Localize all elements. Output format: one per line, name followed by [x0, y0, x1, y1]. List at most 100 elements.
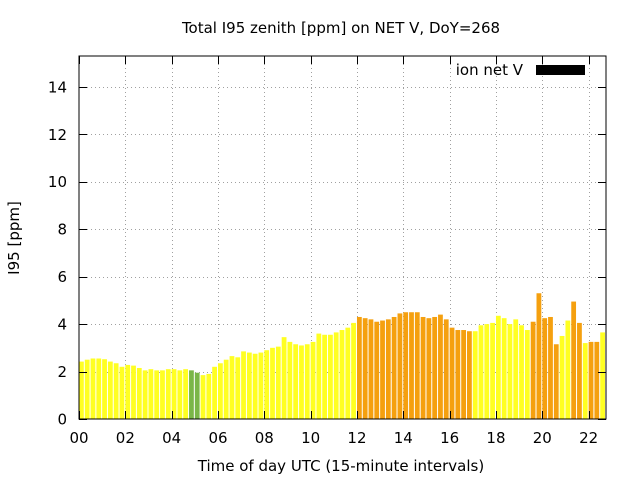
bar: [385, 319, 391, 419]
bar: [252, 353, 258, 419]
bar: [571, 301, 577, 419]
bar: [270, 347, 275, 419]
bar: [438, 314, 443, 419]
bar: [565, 320, 571, 419]
bar: [356, 316, 362, 419]
bar: [530, 321, 536, 419]
bar: [542, 318, 548, 419]
bar: [136, 367, 142, 419]
bar: [368, 319, 374, 419]
bar: [455, 330, 461, 419]
bar: [478, 325, 484, 419]
bar: [194, 372, 200, 419]
bar: [310, 341, 316, 419]
x-tick-label: 16: [440, 429, 459, 447]
bar: [160, 370, 165, 419]
bar: [391, 316, 397, 419]
bar: [548, 316, 553, 419]
grid-lines: [79, 56, 606, 419]
bar: [223, 359, 229, 419]
bar: [217, 363, 223, 419]
chart-title: Total I95 zenith [ppm] on NET V, DoY=268: [181, 19, 500, 37]
y-tick-label: 10: [48, 173, 67, 191]
bar: [397, 313, 403, 419]
bar: [171, 369, 177, 419]
bar: [189, 370, 194, 419]
bar: [264, 350, 270, 419]
bar: [333, 332, 339, 419]
bar: [212, 366, 217, 419]
bar: [472, 331, 478, 419]
x-tick-label: 12: [347, 429, 366, 447]
bar: [293, 344, 299, 419]
bar: [559, 335, 565, 419]
y-tick-label: 2: [57, 363, 67, 381]
legend: ion net V: [456, 61, 585, 79]
bar: [362, 318, 368, 419]
bar: [582, 343, 588, 419]
bar-series: [79, 293, 605, 419]
bar: [258, 352, 264, 419]
bar: [495, 315, 501, 419]
x-tick-label: 14: [394, 429, 413, 447]
bar: [131, 365, 136, 419]
bar: [513, 319, 519, 419]
bar: [536, 293, 542, 419]
bar: [600, 332, 605, 419]
bar: [102, 359, 107, 419]
bar: [467, 331, 472, 419]
bar: [501, 318, 507, 419]
bar: [328, 334, 333, 419]
bar: [148, 369, 154, 419]
bar: [281, 337, 287, 419]
bar: [484, 324, 490, 419]
bar: [79, 361, 84, 419]
bar: [229, 356, 235, 419]
y-tick-label: 8: [57, 221, 67, 239]
bar: [183, 369, 189, 419]
bar: [339, 330, 345, 419]
y-tick-label: 0: [57, 411, 67, 429]
y-tick-label: 12: [48, 126, 67, 144]
bar: [519, 325, 524, 419]
y-tick-label: 6: [57, 268, 67, 286]
bar: [426, 318, 432, 419]
x-tick-label: 20: [533, 429, 552, 447]
x-axis-label: Time of day UTC (15-minute intervals): [197, 457, 484, 475]
bar: [553, 344, 559, 419]
bar: [113, 363, 119, 419]
bar: [432, 316, 438, 419]
bar: [165, 369, 171, 419]
bar: [461, 330, 467, 419]
bar: [380, 320, 385, 419]
bar: [577, 322, 582, 419]
y-tick-label: 4: [57, 316, 67, 334]
x-tick-label: 04: [162, 429, 181, 447]
bar: [316, 333, 322, 419]
bar: [351, 322, 356, 419]
bar: [107, 361, 113, 419]
y-axis-label: I95 [ppm]: [5, 201, 23, 275]
bar: [414, 312, 420, 419]
bar: [420, 316, 426, 419]
bar: [142, 370, 148, 419]
bar: [449, 327, 455, 419]
x-tick-label: 06: [208, 429, 227, 447]
bar: [594, 341, 600, 419]
bar: [96, 358, 102, 419]
bar: [90, 358, 96, 419]
bar: [246, 352, 252, 419]
bar: [507, 324, 513, 419]
bar: [443, 319, 449, 419]
bar: [322, 334, 328, 419]
bar: [524, 330, 530, 419]
legend-label: ion net V: [456, 61, 524, 79]
bar: [125, 364, 131, 419]
bar: [345, 327, 351, 419]
bar: [490, 322, 495, 419]
bar: [177, 370, 183, 419]
bar: [206, 373, 212, 419]
bar: [287, 341, 293, 419]
